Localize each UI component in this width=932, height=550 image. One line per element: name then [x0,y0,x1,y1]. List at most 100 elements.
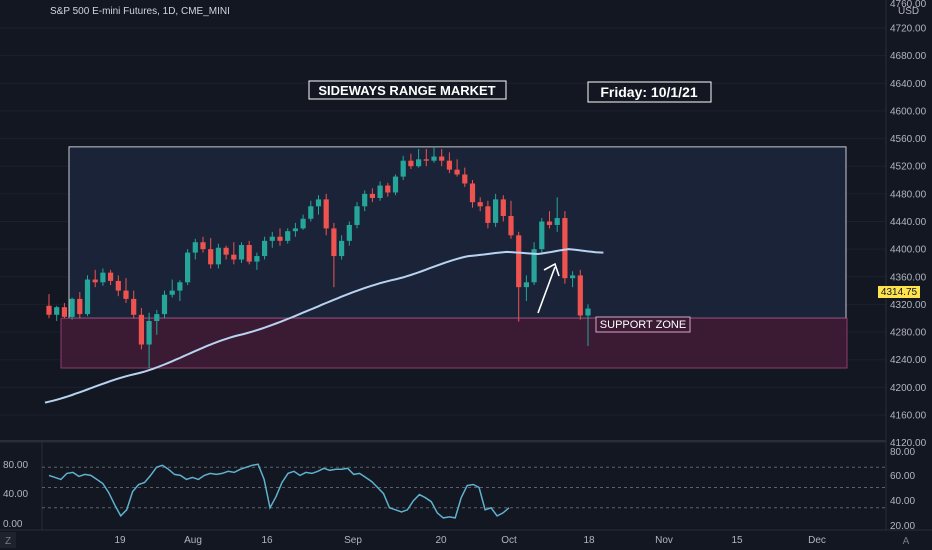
candle [362,190,368,212]
time-tick-label: Sep [344,535,362,546]
candle-body [277,236,283,241]
candle [100,268,106,286]
candle [54,305,60,322]
candle [354,202,360,229]
candle-body [84,279,91,315]
price-tick-label: 4240.00 [890,355,927,366]
candle-body [292,228,298,232]
candle-body [285,231,291,241]
candle-body [154,314,160,322]
candle-body [354,206,360,225]
candle [562,211,568,284]
candle-body [508,215,514,236]
auto-scale-icon[interactable]: A [903,536,910,547]
candle-body [61,307,67,317]
candle [400,155,406,181]
candle-body [577,275,583,316]
candle [300,214,306,230]
candle-body [208,249,214,265]
candle [169,279,175,298]
up-arrow-head [543,262,560,277]
candle-body [223,247,229,255]
candle-body [539,221,545,250]
candle [323,193,329,236]
candle [462,167,468,187]
price-tick-label: 4640.00 [890,79,927,90]
candle-body [462,174,468,184]
time-axis-labels: 19 Aug 16 Sep 20 Oct 18 Nov 15 Dec [114,535,825,546]
candle [285,228,291,244]
price-tick-label: 4280.00 [890,328,927,339]
candle-body [231,254,237,260]
candle [215,243,221,269]
candle-body [562,218,568,279]
candle [208,238,214,269]
candle-body [169,290,175,295]
candle-body [516,235,522,288]
candle [493,193,499,228]
candle [577,269,583,320]
candle [477,197,483,212]
candle [392,174,399,196]
candle-body [54,307,60,315]
price-tick-label: 4200.00 [890,383,927,394]
candle-body [115,280,121,291]
candle [177,280,183,301]
candle [238,242,245,263]
candle [585,304,591,346]
candle [408,153,414,169]
timezone-icon-text: Z [5,536,11,547]
price-tick-label: 4720.00 [890,24,927,35]
date-annotation-text: Friday: 10/1/21 [600,84,697,100]
rsi-right-axis-labels: 80.00 60.00 40.00 20.00 [890,447,915,532]
candle [46,294,52,319]
rsi-left-tick-label: 80.00 [3,460,28,471]
price-tick-label: 4560.00 [890,134,927,145]
candle [154,309,160,335]
candle-body [177,282,183,291]
candle-body [215,247,221,265]
candle-body [138,314,144,345]
price-tick-label: 4360.00 [890,272,927,283]
candle-body [100,272,106,283]
candle [454,159,460,177]
timezone-icon[interactable]: Z [0,532,16,548]
candle-body [323,199,329,229]
time-tick-label: Oct [501,535,517,546]
candle [161,290,168,319]
title-annotation: SIDEWAYS RANGE MARKET [308,80,507,100]
candle-body [446,160,452,170]
last-price-badge: 4314.75 [878,286,920,298]
candle-body [254,256,260,262]
candle-body [392,176,399,193]
candle [77,291,83,319]
auto-scale-icon-text: A [903,536,910,547]
candle-body [523,282,529,288]
candle [92,269,98,288]
candle [369,188,375,203]
date-annotation: Friday: 10/1/21 [587,81,712,103]
candle-body [369,193,375,199]
candle-body [439,156,445,161]
candle [423,148,429,167]
candle-body [500,199,506,216]
support-zone-label: SUPPORT ZONE [595,316,691,333]
support-zone-text: SUPPORT ZONE [600,319,686,331]
candle [277,228,283,246]
candle-body [469,183,476,203]
candle-body [385,185,391,193]
candle [84,275,91,317]
candle-body [362,193,368,207]
price-axis-labels: 4120.00 4160.00 4200.00 4240.00 4280.00 4320.… [890,24,927,450]
time-tick-label: 16 [261,535,273,546]
rsi-left-axis-labels: 80.00 40.00 0.00 [3,460,28,530]
candle [331,222,337,288]
time-tick-label: 20 [435,535,447,546]
candle-body [238,244,245,260]
candle-body [262,240,268,257]
candle [531,242,537,286]
candle-body [546,221,553,225]
candle-body [346,224,352,241]
candle [539,218,545,253]
candle-body [477,202,483,207]
